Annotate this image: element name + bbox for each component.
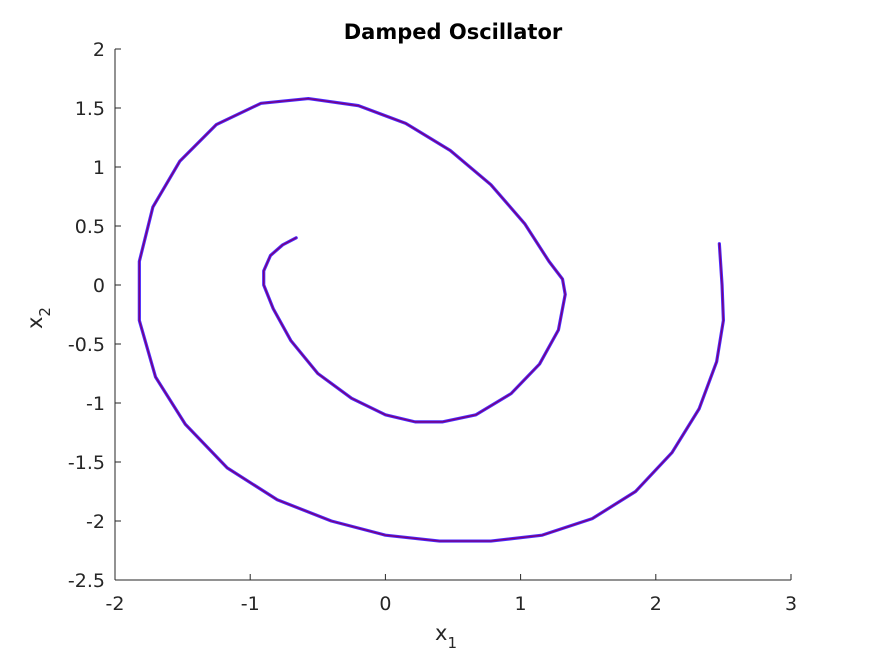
- x-tick-label: 3: [785, 593, 797, 615]
- y-tick-label: -0.5: [68, 334, 105, 356]
- y-tick-label: -1: [86, 393, 105, 415]
- y-axis-label: x2: [23, 307, 54, 329]
- y-tick-label: 0.5: [75, 216, 105, 238]
- y-ticks: 2 1.5 1 0.5 0 -0.5 -1 -1.5 -2 -2.5: [68, 39, 121, 592]
- series-marker-trace: [137, 96, 726, 543]
- chart-title: Damped Oscillator: [344, 20, 563, 44]
- y-tick-label: 0: [93, 275, 105, 297]
- y-tick-label: -1.5: [68, 452, 105, 474]
- axes: -2 -1 0 1 2 3 21.510.50-0.5-1-1.5-2-2.5: [68, 39, 797, 615]
- x-tick-label: 1: [515, 593, 527, 615]
- x-tick-label: 2: [650, 593, 662, 615]
- y-tick-label: -2: [86, 511, 105, 533]
- y-tick-label: 1: [93, 157, 105, 179]
- x-axis-label: x1: [435, 621, 457, 652]
- x-ticks: -2 -1 0 1 2 3: [106, 574, 797, 615]
- y-axis-label-sub: 2: [36, 307, 54, 317]
- x-axis-label-main: x: [435, 621, 447, 645]
- x-tick-label: -2: [106, 593, 125, 615]
- x-tick-label: -1: [241, 593, 260, 615]
- y-tick-label: -2.5: [68, 570, 105, 592]
- series-layer: [137, 96, 726, 543]
- x-axis-label-sub: 1: [447, 634, 457, 652]
- y-tick-label: 1.5: [75, 98, 105, 120]
- y-axis-label-main: x: [23, 317, 47, 329]
- y-tick-label: 2: [93, 39, 105, 61]
- series-line: [138, 97, 725, 542]
- x-tick-label: 0: [379, 593, 391, 615]
